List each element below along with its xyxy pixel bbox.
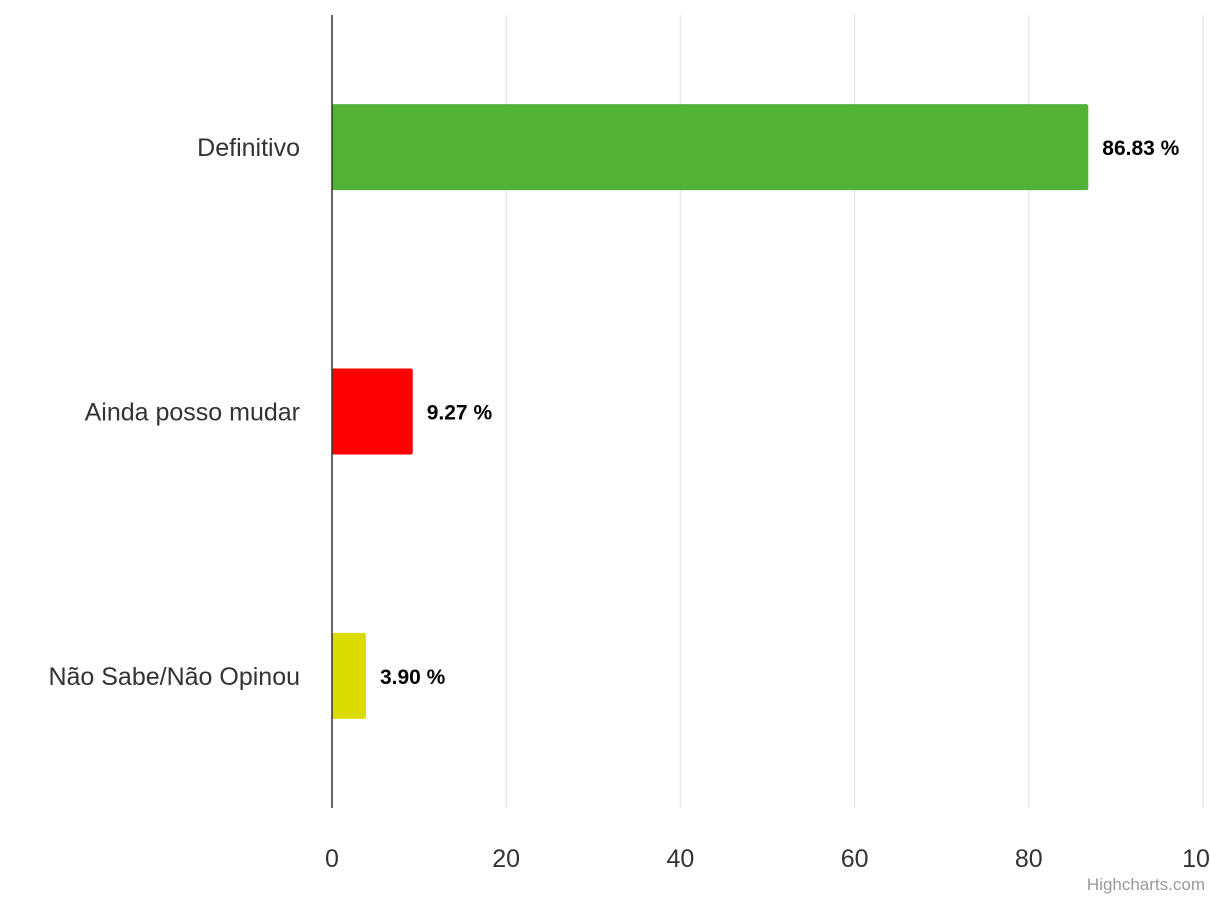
data-labels: 86.83 % 9.27 % 3.90 % bbox=[380, 137, 1180, 689]
x-tick-label: 40 bbox=[666, 845, 694, 873]
bar[interactable] bbox=[332, 632, 366, 719]
bar[interactable] bbox=[332, 104, 1089, 191]
data-label: 3.90 % bbox=[380, 666, 446, 689]
x-tick-label: 100 bbox=[1182, 845, 1210, 873]
bars bbox=[332, 104, 1089, 719]
category-labels: Definitivo Ainda posso mudar Não Sabe/Não … bbox=[48, 134, 300, 691]
x-tick-label: 80 bbox=[1015, 845, 1043, 873]
x-tick-label: 20 bbox=[492, 845, 520, 873]
data-label: 9.27 % bbox=[427, 402, 493, 425]
category-label: Ainda posso mudar bbox=[85, 399, 300, 427]
bar[interactable] bbox=[332, 368, 413, 455]
data-label: 86.83 % bbox=[1102, 137, 1179, 160]
x-tick-label: 60 bbox=[841, 845, 869, 873]
value-axis-tick-labels: 0 20 40 60 80 100 bbox=[325, 845, 1210, 873]
category-label: Definitivo bbox=[197, 134, 300, 162]
category-label: Não Sabe/Não Opinou bbox=[48, 663, 300, 691]
x-tick-label: 0 bbox=[325, 845, 339, 873]
credits-label[interactable]: Highcharts.com bbox=[1087, 875, 1205, 894]
